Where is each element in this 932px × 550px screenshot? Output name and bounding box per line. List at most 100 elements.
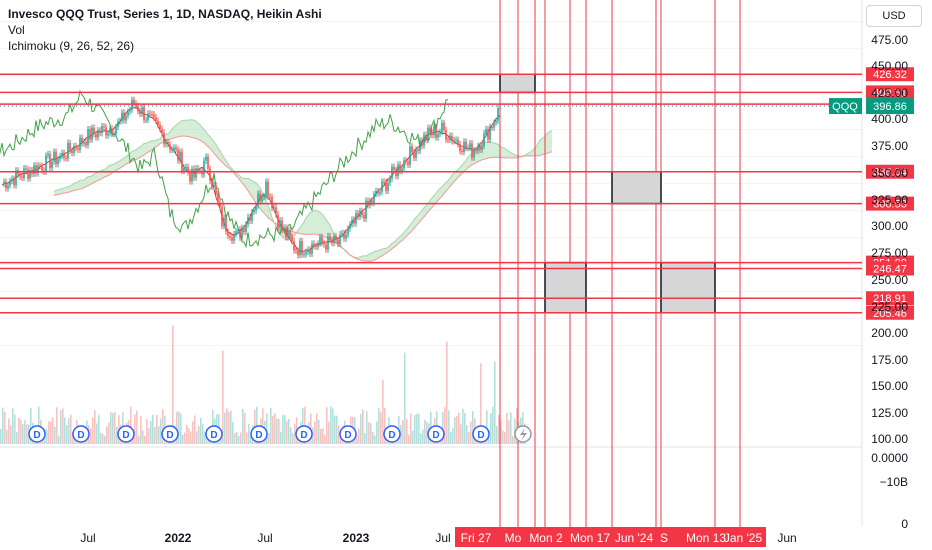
candle-body: [469, 143, 471, 148]
level-label: 306.53: [873, 199, 907, 211]
lightning-icon: [520, 428, 527, 441]
cloud-segment: [318, 211, 320, 236]
legend-title[interactable]: Invesco QQQ Trust, Series 1, 1D, NASDAQ,…: [8, 7, 322, 21]
candle-body: [453, 140, 455, 142]
candle-body: [195, 168, 197, 178]
candle-body: [445, 129, 447, 140]
candle-body: [319, 236, 321, 244]
volume-bar: [286, 420, 288, 444]
leading-span-a: [53, 119, 553, 259]
candle-body: [117, 121, 119, 128]
candle-body: [201, 170, 203, 175]
cloud-segment: [146, 142, 148, 154]
volume-bar: [240, 432, 242, 444]
volume-bar: [202, 423, 204, 444]
volume-bar: [246, 432, 248, 444]
candle-body: [65, 158, 67, 160]
candle-body: [477, 145, 479, 152]
candle-body: [337, 239, 339, 244]
candle-body: [277, 214, 279, 228]
volume-bar: [420, 433, 422, 444]
candle-body: [191, 168, 193, 182]
candle-body: [171, 149, 173, 151]
conversion-line: [1, 106, 501, 253]
candle-body: [343, 233, 345, 239]
cloud-segment: [378, 250, 380, 259]
volume-bar: [364, 432, 366, 444]
volume-tick-label: 0.0000: [871, 451, 908, 465]
candle-body: [175, 147, 177, 150]
volume-bar: [60, 410, 62, 444]
drawn-rectangle: [660, 261, 716, 314]
date-marker-label: S: [660, 531, 668, 545]
dividend-marker: [72, 425, 90, 443]
cloud-segment: [188, 119, 190, 137]
cloud-segment: [112, 164, 114, 173]
volume-bar: [370, 423, 372, 444]
volume-bar: [190, 431, 192, 444]
drawn-rectangles[interactable]: [499, 73, 716, 314]
cloud-segment: [72, 183, 74, 191]
volume-bar: [26, 424, 28, 444]
volume-bar: [444, 407, 446, 444]
candle-body: [93, 127, 95, 135]
volume-bar: [376, 421, 378, 444]
candle-body: [405, 160, 407, 162]
cloud-segment: [372, 252, 374, 261]
cloud-segment: [454, 170, 456, 182]
candle-body: [431, 132, 433, 136]
cloud-segment: [250, 179, 252, 197]
cloud-segment: [78, 180, 80, 190]
volume-bar: [244, 413, 246, 444]
volume-bar: [290, 427, 292, 444]
candle-body: [291, 236, 293, 242]
cloud-segment: [364, 255, 366, 261]
volume-bar: [268, 433, 270, 444]
cloud-segment: [68, 185, 70, 193]
candle-body: [139, 111, 141, 114]
symbol-label: QQQ: [832, 101, 858, 113]
volume-bar: [404, 352, 406, 444]
candle-body: [27, 169, 29, 179]
candle-body: [325, 244, 327, 250]
legend-ichimoku[interactable]: Ichimoku (9, 26, 52, 26): [8, 39, 135, 53]
volume-bar: [490, 413, 492, 444]
cloud-segment: [192, 119, 194, 139]
volume-bar: [140, 416, 142, 444]
chart-grid: [0, 0, 863, 526]
currency-button[interactable]: USD: [866, 5, 922, 27]
candle-body: [483, 133, 485, 147]
candle-body: [125, 115, 127, 121]
candle-body: [349, 224, 351, 229]
volume-tick-label: 125.00: [871, 406, 908, 420]
volume-bar: [274, 413, 276, 444]
volume-tick-label: 150.00: [871, 379, 908, 393]
candle-body: [99, 130, 101, 134]
volume-bar: [468, 431, 470, 444]
cloud-segment: [220, 150, 222, 163]
candle-body: [55, 151, 57, 165]
candle-body: [301, 241, 303, 255]
cloud-segment: [446, 180, 448, 192]
candle-body: [465, 141, 467, 149]
candle-body: [181, 151, 183, 172]
price-tick-label: 250.00: [871, 273, 908, 287]
cloud-segment: [108, 165, 110, 176]
candle-body: [243, 228, 245, 232]
volume-bar: [278, 418, 280, 444]
candle-body: [261, 196, 263, 202]
candle-body: [417, 149, 419, 151]
price-axis[interactable]: 426.32409.51398.67336.04306.53251.88246.…: [829, 33, 914, 531]
cloud-segment: [104, 168, 106, 178]
volume-bar: [162, 409, 164, 444]
time-axis[interactable]: Jul 2022 Jul 2023 Jul Jun Fri 27 Mo Mon 2 Mon 17 J…: [80, 527, 797, 547]
legend-volume[interactable]: Vol: [8, 23, 25, 37]
horizontal-level-lines[interactable]: [0, 73, 862, 314]
volume-bar: [156, 414, 158, 444]
volume-bar: [196, 431, 198, 444]
candle-body: [69, 142, 71, 151]
last-price-label-bg: [866, 98, 914, 115]
volume-bar: [408, 435, 410, 444]
